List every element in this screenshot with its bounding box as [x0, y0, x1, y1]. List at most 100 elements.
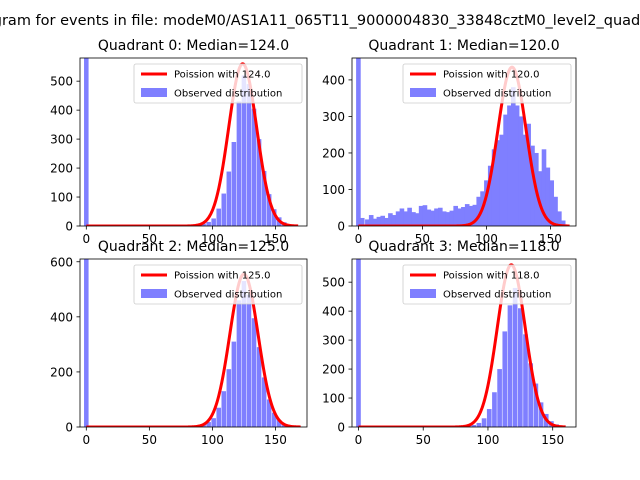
histogram-bar	[537, 171, 543, 226]
quadrant-1-panel: 0 50 100 150 0 100 200 300 400 Poission with 120.…	[322, 38, 577, 246]
histogram-bar	[491, 149, 497, 226]
histogram-bar	[246, 294, 252, 427]
histogram-bar	[545, 167, 551, 226]
legend-box	[402, 264, 572, 305]
histogram-bar	[503, 114, 508, 226]
y-tick-label: 400	[322, 73, 345, 87]
y-tick-label: 600	[50, 255, 73, 269]
legend-box	[402, 63, 572, 104]
histogram-bar	[236, 101, 242, 226]
histogram-bar	[356, 259, 361, 427]
x-tick-label: 150	[264, 433, 287, 447]
histogram-bar	[407, 207, 412, 226]
histogram-bar	[472, 204, 478, 226]
x-tick-label: 0	[82, 232, 90, 246]
histogram-bar	[514, 105, 520, 226]
subplot-title: Quadrant 1: Median=120.0	[368, 38, 559, 54]
histogram-bar	[541, 149, 547, 226]
subplot-title: Quadrant 3: Median=118.0	[368, 239, 559, 255]
figure-title: Histogram for events in file: modeM0/AS1…	[0, 13, 640, 29]
histogram-bar	[211, 418, 216, 427]
histogram-bar	[216, 407, 221, 427]
axes-frame	[351, 258, 577, 428]
histogram-bar	[426, 209, 432, 226]
y-tick-label: 200	[50, 365, 73, 379]
y-tick-label: 0	[337, 421, 345, 435]
histogram-bar	[376, 216, 382, 226]
y-tick-label: 300	[322, 110, 345, 124]
y-tick-label: 300	[50, 133, 73, 147]
histogram-bar	[471, 424, 477, 427]
y-tick-label: 200	[322, 363, 345, 377]
histogram-bar	[256, 139, 262, 226]
histogram-bar	[538, 402, 544, 427]
histogram-bar	[372, 218, 378, 226]
histogram-bar	[434, 208, 439, 226]
histogram-bar	[211, 218, 216, 226]
x-tick-label: 150	[541, 433, 564, 447]
histogram-bar	[499, 134, 505, 226]
histogram-bar	[553, 196, 558, 226]
histogram-bar	[481, 418, 487, 427]
histogram-bar	[507, 105, 512, 226]
y-tick-label: 500	[322, 276, 345, 290]
histogram-bar	[388, 213, 393, 226]
histogram-bar	[476, 196, 482, 226]
histogram-bar	[512, 287, 518, 427]
histogram-bar	[560, 220, 566, 226]
histogram-bar	[523, 334, 528, 427]
histogram-bar	[461, 207, 466, 226]
x-tick-label: 150	[264, 232, 287, 246]
x-tick-label: 100	[477, 433, 500, 447]
histogram-bar	[246, 84, 252, 226]
histogram-bar	[276, 420, 282, 427]
histogram-bar	[226, 171, 232, 226]
x-tick-label: 50	[415, 232, 430, 246]
poisson-curve	[357, 65, 571, 226]
histogram-bar	[422, 205, 428, 226]
x-tick-label: 0	[355, 232, 363, 246]
histogram-bar	[271, 412, 277, 427]
histogram-bar	[457, 208, 462, 226]
plot-area	[356, 58, 571, 226]
histogram-bar	[438, 207, 443, 226]
quadrant-3-panel: 0 50 100 150 0 100 200 300 400 500 Poission with 1…	[322, 239, 577, 447]
histogram-bar	[453, 205, 458, 226]
histogram-bar	[271, 209, 277, 226]
histogram-bar	[384, 217, 389, 226]
histogram-bar	[510, 87, 516, 226]
histogram-bar	[418, 205, 424, 226]
histogram-bar	[380, 215, 386, 226]
histogram-bar	[484, 180, 489, 226]
histogram-bar	[430, 210, 435, 226]
histogram-bar	[502, 331, 508, 427]
legend-label-poisson: Poission with 120.0	[443, 70, 539, 81]
histogram-bar	[449, 210, 455, 226]
histogram-bar	[241, 281, 247, 427]
y-tick-label: 100	[322, 392, 345, 406]
histogram-bar	[221, 193, 227, 226]
legend-label-observed: Observed distribution	[174, 89, 282, 100]
histogram-bar	[414, 213, 420, 226]
x-tick-label: 50	[416, 433, 431, 447]
histogram-bar	[495, 140, 501, 226]
axes-frame	[79, 258, 308, 428]
histogram-bar	[84, 58, 89, 226]
axes-frame	[351, 57, 577, 227]
y-tick-label: 0	[337, 220, 345, 234]
histogram-bar	[226, 369, 232, 427]
legend-bar-swatch	[141, 88, 167, 97]
x-tick-label: 150	[539, 232, 562, 246]
quadrant-0-panel: 0 50 100 150 0 100 200 300 400 500 Poission with 1…	[50, 38, 308, 246]
legend-label-observed: Observed distribution	[443, 89, 551, 100]
histogram-bar	[206, 221, 211, 226]
histogram-bar	[368, 215, 374, 226]
histogram-bar	[206, 422, 211, 427]
histogram-bar	[528, 363, 534, 427]
x-tick-label: 0	[82, 433, 90, 447]
legend-bar-swatch	[410, 289, 436, 298]
y-tick-label: 400	[50, 310, 73, 324]
histogram-bar	[468, 205, 474, 226]
histogram-bar	[476, 422, 482, 427]
